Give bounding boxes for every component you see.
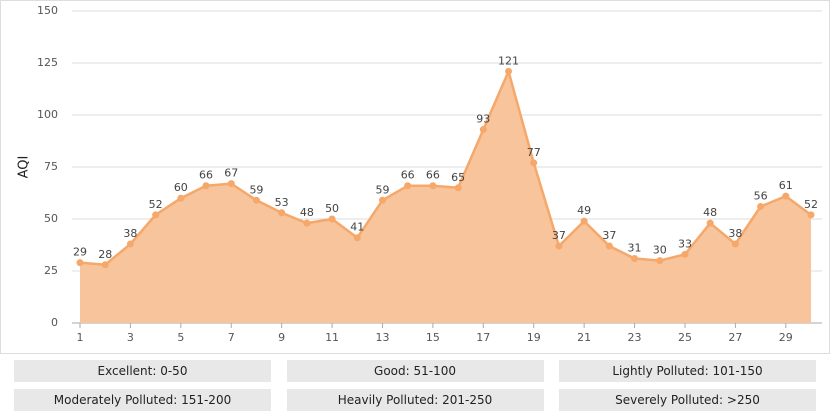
data-label: 66 [426,169,440,182]
data-label: 41 [350,221,364,234]
point [328,215,336,223]
data-label: 121 [498,54,519,67]
y-tick-label: 0 [51,316,58,329]
data-label: 56 [754,190,768,203]
data-label: 38 [728,227,742,240]
point [429,182,437,190]
point [681,250,689,258]
data-label: 66 [401,169,415,182]
data-label: 37 [602,229,616,242]
x-tick-label: 7 [228,331,235,344]
data-label: 65 [451,171,465,184]
level-box: Good: 51-100 [286,360,544,382]
data-label: 66 [199,169,213,182]
x-tick-label: 29 [779,331,793,344]
area [80,71,811,323]
data-label: 48 [703,206,717,219]
point [227,180,235,188]
data-label: 53 [275,196,289,209]
data-label: 31 [628,242,642,255]
data-label: 28 [98,248,112,261]
x-tick-label: 19 [527,331,541,344]
y-tick-label: 100 [37,108,58,121]
y-tick-label: 50 [44,212,58,225]
level-box: Excellent: 0-50 [14,360,271,382]
x-tick-label: 11 [325,331,339,344]
y-tick-label: 25 [44,264,58,277]
data-label: 29 [73,246,87,259]
point [152,211,160,219]
point [454,184,462,192]
line [79,67,812,267]
point [177,194,185,202]
x-tick-label: 21 [577,331,591,344]
data-label: 59 [375,183,389,196]
point [76,259,84,267]
data-label: 37 [552,229,566,242]
y-tick-label: 150 [37,4,58,17]
data-label: 48 [300,206,314,219]
point [555,242,563,250]
point [731,240,739,248]
data-label: 49 [577,204,591,217]
point [656,257,664,265]
y-tick-label: 125 [37,56,58,69]
point [706,219,714,227]
point [278,209,286,217]
point [631,255,639,263]
data-label: 93 [476,113,490,126]
data-label: 60 [174,181,188,194]
x-tick-label: 13 [375,331,389,344]
point [505,67,513,75]
data-label: 77 [527,146,541,159]
point [378,196,386,204]
x-tick-label: 25 [678,331,692,344]
point [580,217,588,225]
y-axis-label: AQI [17,156,32,179]
point [757,203,765,211]
point [605,242,613,250]
data-label: 30 [653,244,667,257]
x-tick-label: 5 [177,331,184,344]
x-tick-label: 15 [426,331,440,344]
y-tick-label: 75 [44,160,58,173]
x-tick-label: 27 [728,331,742,344]
point [303,219,311,227]
data-label: 38 [123,227,137,240]
point [404,182,412,190]
point [530,159,538,167]
x-tick-label: 3 [127,331,134,344]
x-tick-label: 17 [476,331,490,344]
data-label: 50 [325,202,339,215]
level-box: Severely Polluted: >250 [559,389,816,411]
point [202,182,210,190]
data-label: 52 [804,198,818,211]
x-tick-label: 9 [278,331,285,344]
point [126,240,134,248]
level-box: Heavily Polluted: 201-250 [286,389,544,411]
point [353,234,361,242]
data-label: 33 [678,237,692,250]
level-box: Lightly Polluted: 101-150 [559,360,816,382]
point [479,126,487,134]
data-label: 61 [779,179,793,192]
x-tick-label: 1 [77,331,84,344]
point [782,192,790,200]
point [101,261,109,269]
data-label: 52 [149,198,163,211]
data-label: 59 [249,183,263,196]
x-tick-label: 23 [628,331,642,344]
data-label: 67 [224,167,238,180]
point [252,196,260,204]
point [807,211,815,219]
level-box: Moderately Polluted: 151-200 [14,389,271,411]
